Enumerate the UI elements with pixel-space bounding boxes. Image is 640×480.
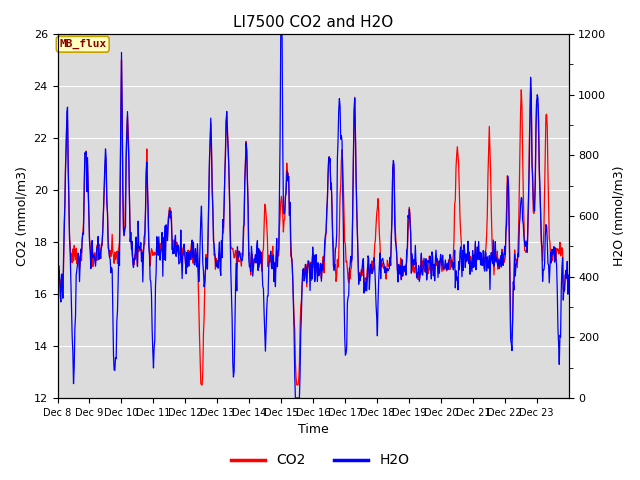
Legend: CO2, H2O: CO2, H2O — [225, 448, 415, 473]
Y-axis label: CO2 (mmol/m3): CO2 (mmol/m3) — [15, 166, 28, 266]
Title: LI7500 CO2 and H2O: LI7500 CO2 and H2O — [233, 15, 393, 30]
Text: MB_flux: MB_flux — [59, 39, 106, 49]
X-axis label: Time: Time — [298, 423, 328, 436]
Y-axis label: H2O (mmol/m3): H2O (mmol/m3) — [612, 166, 625, 266]
